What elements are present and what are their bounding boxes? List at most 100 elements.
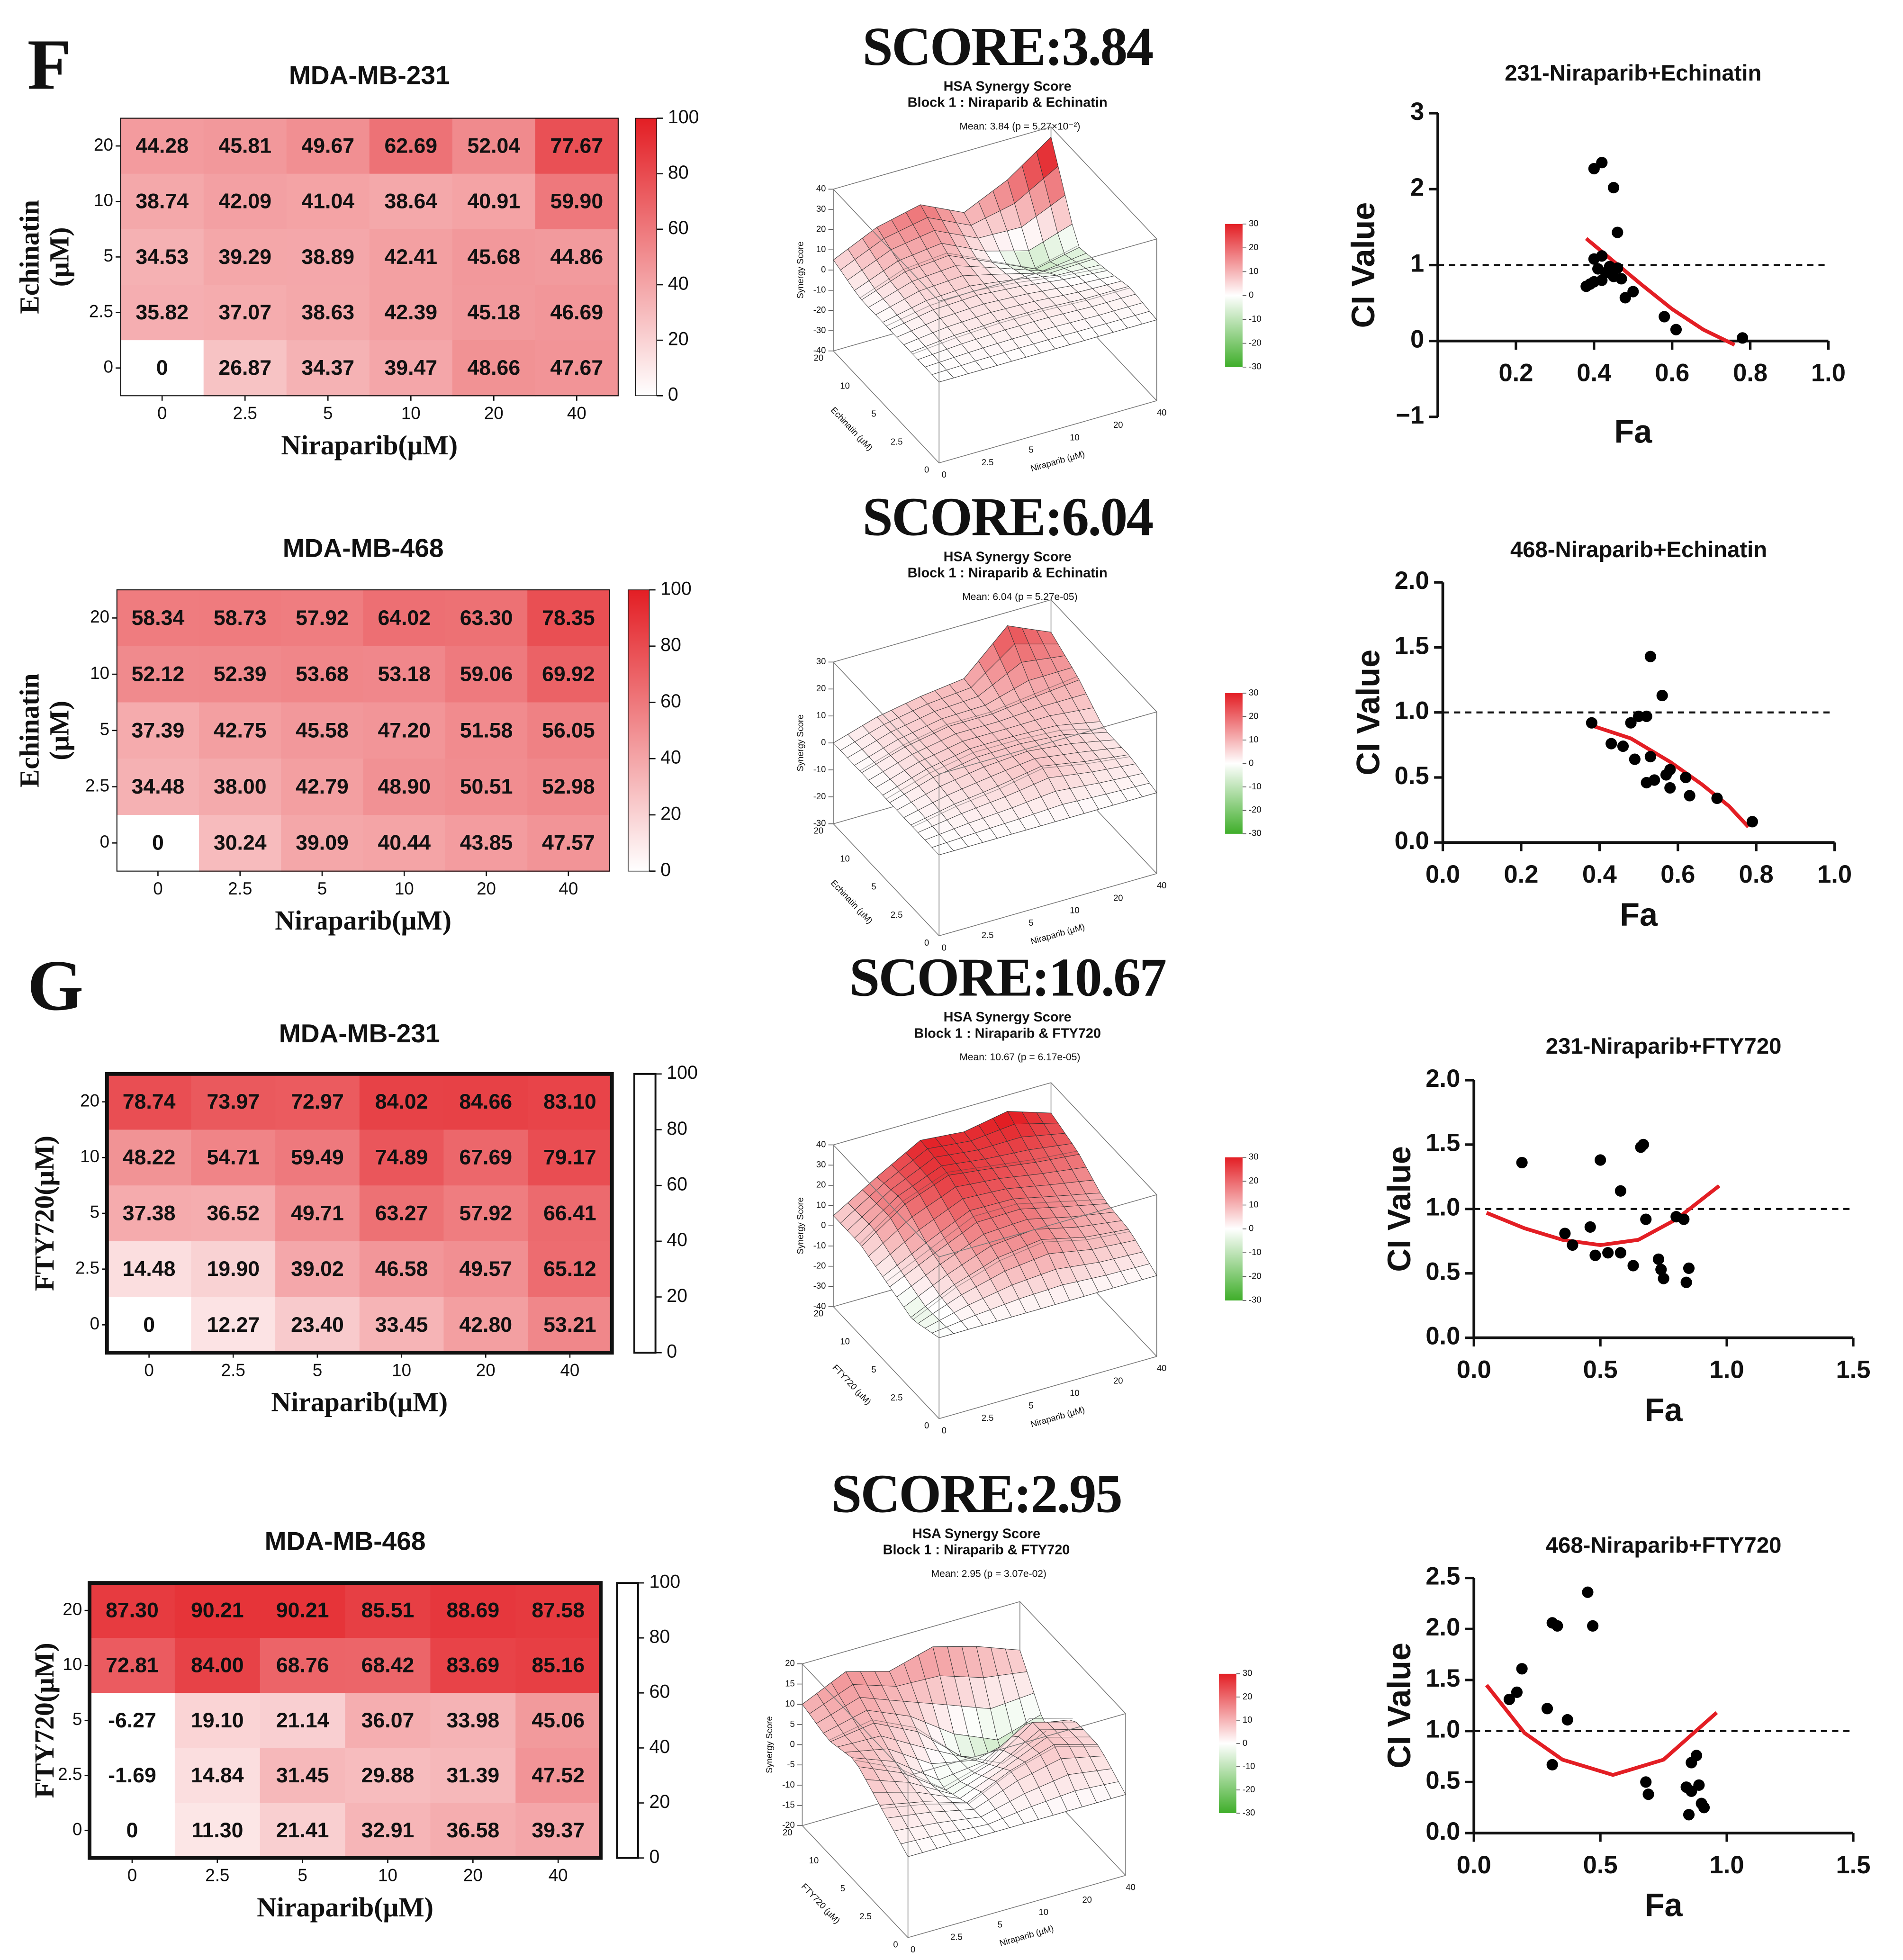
x-tick-label: 0.0: [1457, 1851, 1491, 1879]
z-tick-label: 30: [816, 656, 826, 666]
z-tick-label: 30: [816, 204, 826, 214]
cell-label: 54.71: [207, 1146, 260, 1169]
box-edge: [833, 1306, 939, 1419]
note: Mean: 6.04 (p = 5.27e-05): [962, 591, 1077, 602]
heatmap-cell: [527, 646, 610, 703]
cell-label: 36.07: [361, 1709, 415, 1732]
cell-label: 67.69: [459, 1146, 512, 1169]
heatmap-cell: [107, 1297, 192, 1354]
cell-label: 59.49: [291, 1146, 344, 1169]
y-tick-label: 2.5: [75, 1258, 99, 1277]
heatmap-cell: [203, 118, 288, 174]
data-point: [1627, 1260, 1639, 1272]
x-tick-label: 2.5: [982, 457, 994, 467]
heatmap-cell: [199, 590, 282, 647]
colorbar-tick-label: 20: [1243, 1691, 1252, 1701]
surface-row: [855, 1718, 1073, 1788]
z-tick-label: -10: [813, 285, 826, 295]
score-title: SCORE:6.04: [862, 487, 1153, 547]
x-tick-label: 2.5: [205, 1866, 229, 1885]
colorbar-tick-label: -30: [1243, 1807, 1255, 1817]
y-tick-label: 20: [814, 352, 823, 362]
colorbar-tick-label: -10: [1243, 1761, 1255, 1771]
colorbar-tick-label: -10: [1249, 781, 1262, 791]
y-tick-label: 0.0: [1425, 1817, 1460, 1845]
cell-label: 88.69: [447, 1599, 500, 1622]
x-tick-label: 40: [1157, 1363, 1166, 1373]
heatmap-cell: [203, 284, 288, 341]
x-tick-label: 2.5: [221, 1360, 245, 1380]
y-tick-label: 0.5: [1425, 1258, 1460, 1286]
x-tick-label: 5: [1028, 1400, 1033, 1410]
colorbar-tick-label: -30: [1249, 361, 1262, 371]
chart-title: 468-Niraparib+FTY720: [1546, 1533, 1782, 1558]
data-point: [1629, 753, 1641, 765]
cell-label: 87.58: [532, 1599, 585, 1622]
heatmap-cell: [203, 229, 288, 286]
cell-label: -6.27: [108, 1709, 156, 1732]
data-point: [1600, 267, 1612, 279]
heatmap-cell: [452, 284, 536, 341]
z-tick-label: 30: [816, 1159, 826, 1169]
data-point: [1642, 1788, 1654, 1800]
x-tick-label: 40: [559, 879, 578, 898]
box-edge: [939, 1356, 1157, 1419]
x-tick-label: 0: [157, 403, 167, 423]
heatmap-cell: [345, 1693, 431, 1749]
cell-label: 66.41: [543, 1201, 596, 1225]
data-point: [1541, 1703, 1553, 1715]
z-tick-label: 5: [790, 1719, 794, 1729]
x-tick-label: 10: [401, 403, 421, 423]
y-tick-label: 0: [100, 832, 109, 851]
cell-label: 37.39: [132, 719, 185, 742]
fit-curve: [1485, 1684, 1718, 1777]
data-point: [1644, 650, 1656, 662]
data-point: [1680, 1276, 1692, 1288]
cell-label: 33.45: [375, 1313, 428, 1337]
y-tick-label: 2.0: [1425, 1613, 1460, 1641]
cell-label: 49.71: [291, 1201, 344, 1225]
colorbar-tick-label: 60: [667, 1174, 687, 1195]
score-title: SCORE:2.95: [831, 1463, 1121, 1524]
colorbar-tick-label: 80: [668, 162, 689, 183]
y-tick-label: 0: [924, 938, 929, 948]
y-tick-label: 10: [809, 1855, 819, 1865]
z-tick-label: -15: [782, 1799, 795, 1809]
box-edge: [1050, 1082, 1157, 1195]
y-tick-label: 2: [1410, 173, 1424, 201]
heatmap-cell: [260, 1803, 346, 1859]
colorbar-tick-label: 0: [1243, 1738, 1247, 1748]
y-axis-label: Echinatin (µM): [829, 405, 875, 453]
heatmap-cell: [515, 1638, 602, 1694]
heatmap-cell: [528, 1297, 613, 1354]
y-axis-label: FTY720(μM): [30, 1643, 60, 1798]
surface-row: [912, 1231, 1131, 1320]
cell-label: 21.41: [276, 1819, 329, 1842]
subtitle: HSA Synergy Score: [944, 1010, 1072, 1025]
cell-label: 19.10: [191, 1709, 244, 1732]
heatmap-cell: [363, 702, 446, 759]
colorbar-tick-label: 20: [1249, 711, 1258, 721]
x-tick-label: 0.8: [1739, 860, 1774, 888]
z-tick-label: -20: [813, 305, 826, 315]
heatmap-cell: [191, 1074, 276, 1130]
box-edge: [802, 1825, 909, 1938]
cell-label: 48.22: [123, 1146, 176, 1169]
z-tick-label: -40: [813, 345, 826, 355]
cell-label: 62.69: [384, 135, 437, 158]
cell-label: 48.90: [378, 775, 431, 798]
colorbar-tick-label: 0: [668, 384, 678, 405]
y-tick-label: 10: [840, 854, 849, 864]
box-edge: [1019, 1601, 1126, 1714]
note: Mean: 2.95 (p = 3.07e-02): [931, 1568, 1046, 1579]
cell-label: 38.63: [301, 301, 354, 324]
colorbar: [628, 589, 650, 872]
z-tick-label: -10: [782, 1779, 795, 1789]
y-tick-label: 10: [90, 663, 109, 683]
heatmap-cell: [117, 590, 200, 647]
data-point: [1658, 1273, 1669, 1284]
cell-label: 32.91: [361, 1819, 415, 1842]
cell-label: 42.39: [384, 301, 437, 324]
data-point: [1588, 163, 1600, 175]
cell-label: 38.74: [135, 190, 189, 213]
